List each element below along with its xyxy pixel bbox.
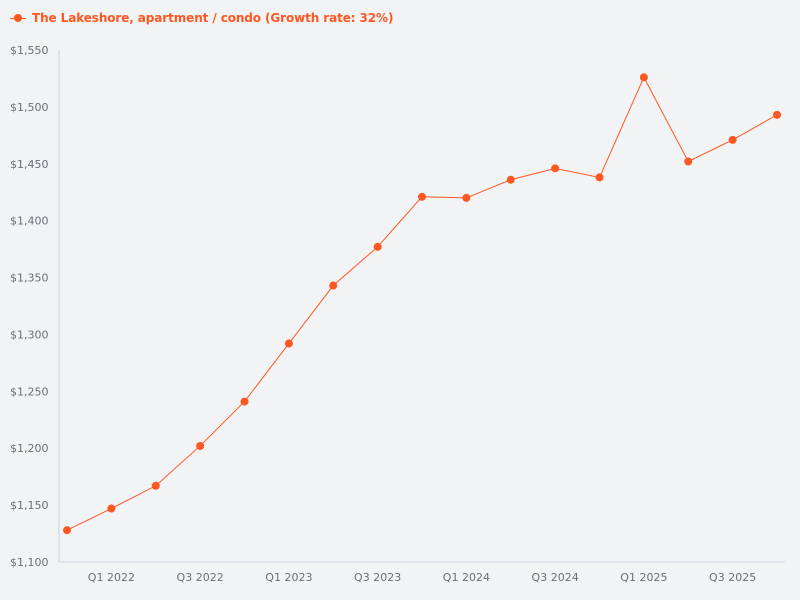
y-tick-label: $1,450 (10, 158, 49, 171)
data-point[interactable] (462, 193, 471, 202)
y-tick-label: $1,300 (10, 328, 49, 341)
data-point[interactable] (506, 175, 515, 184)
data-point[interactable] (639, 73, 648, 82)
data-point[interactable] (240, 397, 249, 406)
line-with-dot-icon (10, 12, 26, 24)
data-point[interactable] (196, 441, 205, 450)
data-point[interactable] (151, 481, 160, 490)
x-tick-label: Q1 2025 (620, 571, 667, 584)
data-point[interactable] (107, 504, 116, 513)
y-tick-label: $1,400 (10, 215, 49, 228)
data-series (63, 73, 781, 535)
legend-label: The Lakeshore, apartment / condo (Growth… (32, 11, 394, 25)
y-tick-label: $1,350 (10, 272, 49, 285)
data-point[interactable] (329, 281, 338, 290)
data-point[interactable] (773, 110, 781, 119)
data-point[interactable] (373, 242, 382, 251)
x-tick-label: Q1 2024 (443, 571, 490, 584)
y-tick-label: $1,550 (10, 44, 49, 57)
x-tick-label: Q3 2024 (532, 571, 579, 584)
x-tick-label: Q3 2025 (709, 571, 756, 584)
y-tick-label: $1,150 (10, 499, 49, 512)
y-tick-label: $1,250 (10, 385, 49, 398)
data-point[interactable] (728, 135, 737, 144)
y-tick-label: $1,200 (10, 442, 49, 455)
chart-legend[interactable]: The Lakeshore, apartment / condo (Growth… (10, 8, 393, 28)
x-axis: Q1 2022 Q3 2022 Q1 2023 Q3 2023 Q1 2024 Q3 20… (59, 561, 785, 584)
x-tick-label: Q3 2023 (354, 571, 401, 584)
x-tick-label: Q1 2022 (88, 571, 135, 584)
data-point[interactable] (684, 157, 693, 166)
series-line (66, 76, 778, 531)
y-axis: $1,100 $1,150 $1,200 $1,250 $1,300 $1,350 $1,4… (10, 44, 60, 569)
data-point[interactable] (63, 526, 71, 535)
x-tick-label: Q1 2023 (265, 571, 312, 584)
y-tick-label: $1,500 (10, 101, 49, 114)
data-point[interactable] (595, 173, 604, 182)
data-point[interactable] (551, 164, 560, 173)
data-point[interactable] (284, 339, 293, 348)
data-point[interactable] (418, 192, 426, 201)
y-tick-label: $1,100 (10, 556, 49, 569)
x-tick-label: Q3 2022 (177, 571, 224, 584)
